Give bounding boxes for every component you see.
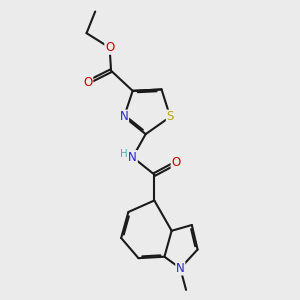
Text: S: S: [167, 110, 174, 123]
Text: N: N: [176, 262, 185, 275]
Text: O: O: [105, 41, 114, 54]
Text: N: N: [120, 110, 128, 123]
Text: N: N: [128, 151, 137, 164]
Text: H: H: [120, 149, 128, 159]
Text: O: O: [171, 157, 181, 169]
Text: O: O: [83, 76, 93, 89]
